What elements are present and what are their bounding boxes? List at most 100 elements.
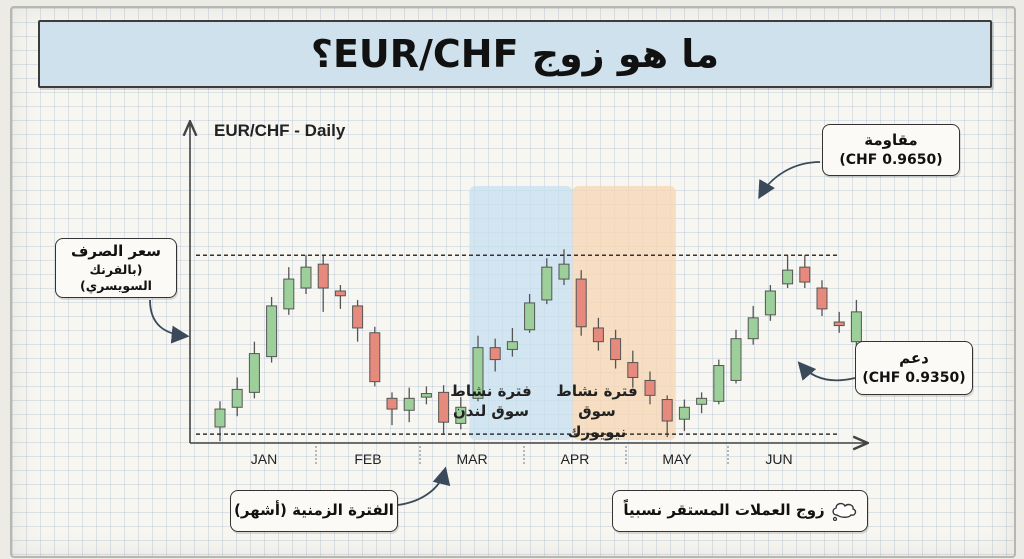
ticks-layer: JAN FEB MAR APR MAY JUN [251, 446, 793, 467]
candle [610, 329, 622, 369]
candles-layer [214, 249, 862, 442]
candle [231, 377, 243, 417]
candle [782, 255, 794, 289]
candle-body [352, 305, 364, 329]
candle [678, 399, 690, 432]
candle-body [541, 266, 553, 301]
candle [317, 255, 329, 312]
candle-body [764, 290, 776, 316]
candle-body [850, 311, 862, 343]
time-period-label: الفترة الزمنية (أشهر) [230, 490, 398, 532]
candle-body [283, 278, 295, 310]
candle-body [214, 408, 226, 428]
candle-body [678, 406, 690, 420]
candle [352, 299, 364, 342]
resistance-label: مقاومة (CHF 0.9650) [822, 124, 960, 176]
price-arrow [149, 299, 190, 344]
resistance-arrow [758, 161, 821, 200]
london-zone-line2: سوق لندن [452, 402, 529, 421]
candle-body [231, 388, 243, 408]
price-label-line2: (بالفرنك السويسري) [80, 261, 152, 293]
candle [833, 311, 845, 333]
price-label: سعر الصرف (بالفرنك السويسري) [55, 238, 177, 298]
candle [661, 395, 673, 438]
candle-body [455, 406, 467, 424]
candle-body [799, 266, 811, 283]
candle-body [696, 397, 708, 405]
page-title: ما هو زوج EUR/CHF؟ [310, 32, 720, 76]
candle [403, 387, 415, 423]
candle-body [644, 379, 656, 396]
candle [420, 386, 432, 405]
levels-layer [196, 254, 838, 435]
axes-layer [190, 123, 866, 443]
candle [248, 341, 260, 399]
title-banner: ما هو زوج EUR/CHF؟ [38, 20, 992, 88]
time-period-text: الفترة الزمنية (أشهر) [234, 501, 394, 520]
candle-body [833, 321, 845, 327]
candle [489, 338, 501, 372]
candle [386, 392, 398, 426]
candle-body [730, 338, 742, 381]
candle [713, 359, 725, 405]
candle-body [300, 266, 312, 289]
support-label-line2: (CHF 0.9350) [862, 369, 966, 386]
newyork-zone-label: فترة نشاط سوق نيويورك [549, 381, 645, 442]
candle-body [438, 391, 450, 423]
candle [283, 267, 295, 315]
stable-pair-text: زوج العملات المستقر نسبياً [623, 501, 825, 520]
candle [214, 401, 226, 442]
resistance-label-line1: مقاومة [864, 131, 918, 150]
candle [730, 329, 742, 384]
candle-body [782, 269, 794, 285]
arrows-layer [149, 161, 856, 506]
newyork-zone-line1: فترة نشاط [556, 382, 638, 400]
x-tick-label: JAN [251, 451, 277, 467]
candle [575, 270, 587, 336]
candle [592, 317, 604, 351]
candle [472, 335, 484, 402]
chart-title: EUR/CHF - Daily [214, 121, 346, 140]
candle [627, 350, 639, 387]
candle [850, 299, 862, 351]
candle-body [248, 353, 260, 393]
x-tick-label: APR [561, 451, 590, 467]
candle [266, 296, 278, 363]
candle [524, 293, 536, 333]
candle-body [386, 397, 398, 410]
candle [438, 385, 450, 435]
candle-body [369, 332, 381, 383]
candle-body [266, 305, 278, 358]
candle [334, 285, 346, 309]
candle-body [420, 393, 432, 398]
candle-body [610, 338, 622, 361]
london-zone [469, 186, 573, 440]
newyork-zone-line2: سوق نيويورك [567, 402, 627, 441]
candle-body [524, 302, 536, 331]
candle [799, 255, 811, 289]
candle-body [403, 397, 415, 411]
candle-body [334, 290, 346, 297]
london-zone-label: فترة نشاط سوق لندن [440, 381, 542, 422]
candle-body [506, 341, 518, 350]
candle-body [317, 263, 329, 289]
stable-pair-label: زوج العملات المستقر نسبياً [612, 490, 868, 532]
x-tick-label: FEB [354, 451, 381, 467]
candle [644, 371, 656, 405]
support-arrow [797, 361, 856, 382]
candle-body [558, 263, 570, 280]
thought-cloud-icon [832, 502, 856, 521]
candle [369, 326, 381, 387]
price-label-line1: سعر الصرف [70, 242, 162, 260]
candle-body [816, 287, 828, 310]
candle-body [592, 327, 604, 343]
candle-body [713, 365, 725, 402]
candle-body [627, 362, 639, 378]
london-zone-line1: فترة نشاط [450, 382, 532, 400]
candle [747, 305, 759, 345]
time-arrow [397, 466, 451, 506]
x-tick-label: JUN [765, 451, 792, 467]
candle-body [472, 347, 484, 399]
candle [506, 327, 518, 357]
